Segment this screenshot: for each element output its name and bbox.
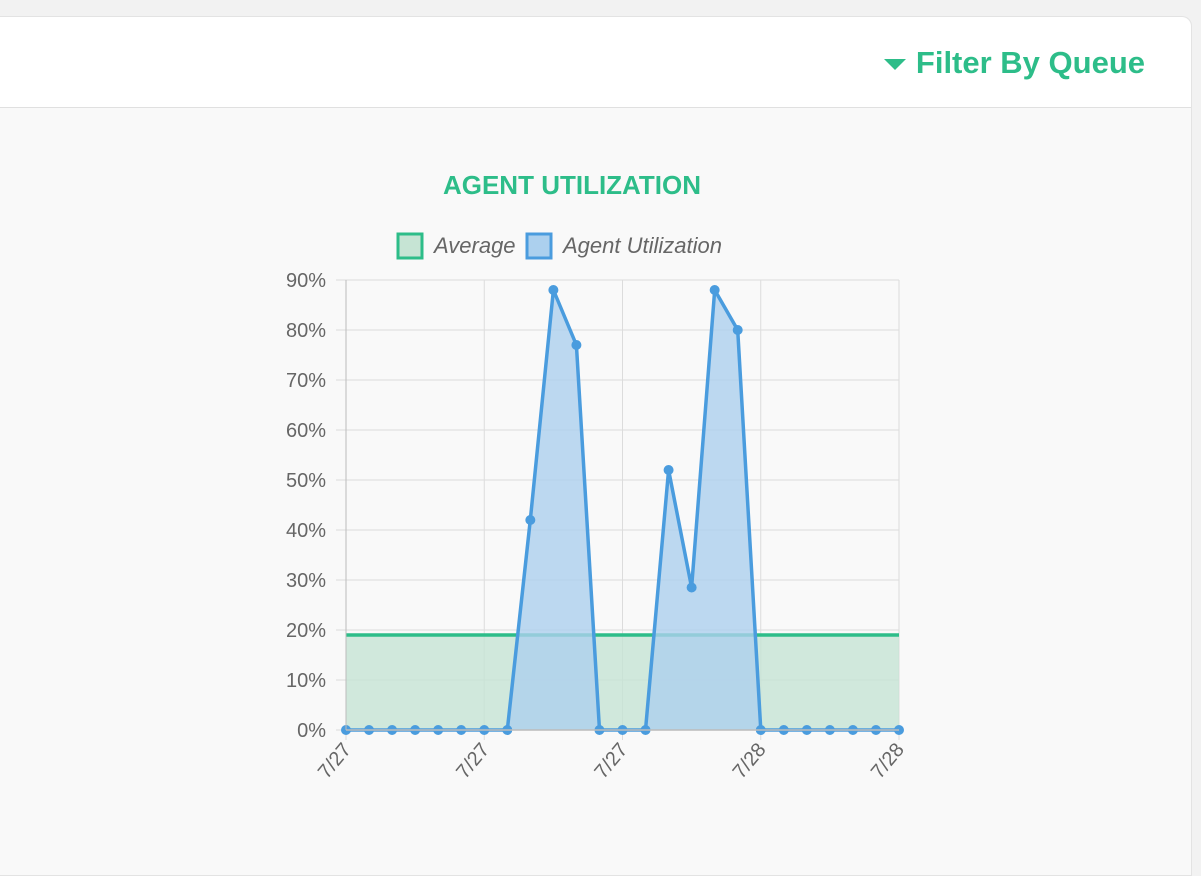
x-tick-label: 7/28: [867, 739, 909, 783]
caret-down-icon: [883, 58, 906, 70]
average-area: [346, 635, 899, 730]
y-tick-label: 60%: [286, 420, 326, 442]
legend-average-swatch: [396, 232, 424, 260]
utilization-point: [663, 465, 674, 475]
legend-average-label: Average: [432, 233, 516, 258]
y-tick-label: 80%: [286, 320, 326, 342]
y-tick-label: 40%: [286, 520, 326, 542]
y-tick-label: 20%: [286, 620, 326, 642]
x-tick-label: 7/27: [314, 739, 356, 783]
legend-average: Average: [396, 232, 516, 260]
filter-by-queue-button[interactable]: Filter By Queue: [883, 45, 1145, 81]
card-header: Filter By Queue: [0, 17, 1191, 108]
average-series: [346, 633, 899, 730]
utilization-point: [525, 515, 536, 525]
utilization-point: [732, 325, 743, 335]
legend-agent-utilization-swatch: [525, 232, 553, 260]
y-tick-label: 90%: [286, 270, 326, 292]
utilization-point: [571, 340, 582, 350]
x-tick-label: 7/27: [452, 739, 494, 783]
utilization-point: [709, 285, 720, 295]
legend-agent-utilization-label: Agent Utilization: [561, 233, 722, 258]
y-tick-label: 10%: [286, 670, 326, 692]
utilization-point: [686, 582, 697, 593]
y-tick-label: 50%: [286, 470, 326, 492]
filter-by-queue-label: Filter By Queue: [915, 45, 1145, 80]
y-tick-label: 30%: [286, 570, 326, 592]
y-tick-label: 70%: [286, 370, 326, 392]
x-tick-label: 7/27: [590, 739, 632, 783]
chart-legend: Average Agent Utilization: [396, 232, 722, 260]
legend-agent-utilization: Agent Utilization: [525, 232, 722, 260]
utilization-point: [548, 285, 559, 295]
x-tick-label: 7/28: [729, 739, 771, 783]
y-tick-label: 0%: [297, 720, 326, 742]
chart-title: AGENT UTILIZATION: [443, 170, 701, 200]
